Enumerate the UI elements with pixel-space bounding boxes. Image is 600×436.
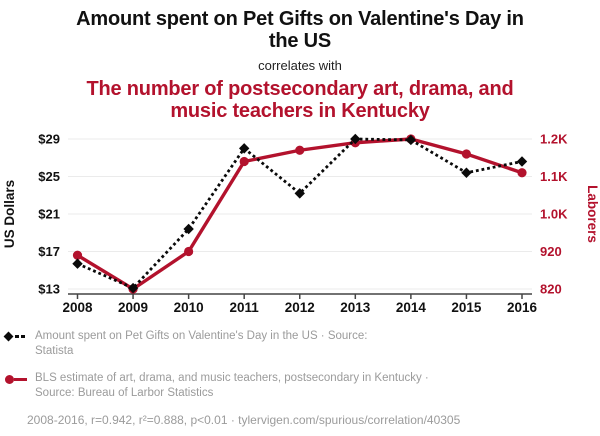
circle-marker-icon — [5, 375, 14, 384]
legend-label-teachers: BLS estimate of art, drama, and music te… — [35, 371, 429, 401]
data-point-diamond — [72, 258, 83, 269]
x-axis-label: 2016 — [507, 300, 538, 315]
data-point-diamond — [183, 223, 194, 235]
x-axis-label: 2011 — [230, 300, 260, 315]
data-point-diamond — [294, 188, 305, 199]
left-axis-tick-label: $17 — [38, 244, 60, 259]
x-axis-label: 2008 — [62, 300, 93, 315]
red-circle-solid-line-icon — [5, 375, 29, 384]
data-point-circle — [461, 149, 472, 159]
left-axis-title: US Dollars — [2, 180, 17, 248]
left-axis-tick-label: $13 — [38, 282, 60, 297]
dash-icon — [14, 335, 19, 338]
right-axis-tick-label: 920 — [540, 244, 562, 259]
dual-axis-line-chart: 2008 2009 2010 2011 2012 2013 2014 2015 2016 $13 $… — [2, 132, 600, 316]
diamond-marker-icon — [3, 331, 14, 342]
x-axis-label: 2010 — [174, 300, 204, 315]
data-point-circle — [239, 156, 249, 167]
data-point-circle — [517, 168, 527, 178]
x-axis-label: 2012 — [285, 300, 315, 315]
data-point-diamond — [516, 156, 528, 167]
legend-item-teachers: BLS estimate of art, drama, and music te… — [5, 371, 600, 401]
right-axis-tick-label: 1.2K — [540, 132, 568, 147]
line-segment-icon — [14, 377, 27, 382]
x-axis-label: 2009 — [118, 300, 148, 315]
correlates-with-text: correlates with — [258, 58, 342, 73]
subtitle: The number of postsecondary art, drama, … — [86, 78, 514, 122]
x-axis-label: 2014 — [396, 300, 427, 315]
data-point-diamond — [238, 143, 250, 154]
left-axis-tick-label: $29 — [38, 132, 60, 147]
legend-label-pet-gifts: Amount spent on Pet Gifts on Valentine's… — [35, 329, 367, 359]
x-axis-label: 2015 — [451, 300, 482, 315]
right-axis-title: Laborers — [585, 185, 600, 243]
right-axis-tick-label: 1.1K — [540, 169, 568, 184]
data-point-circle — [295, 145, 305, 155]
legend-label-line1: Amount spent on Pet Gifts on Valentine's… — [35, 330, 368, 342]
legend-label-line2: Statista — [35, 345, 74, 357]
left-axis-tick-label: $21 — [38, 207, 60, 222]
legend-item-pet-gifts: Amount spent on Pet Gifts on Valentine's… — [3, 329, 600, 359]
right-axis-tick-label: 1.0K — [540, 207, 568, 222]
legend-label-line2: Source: Bureau of Larbor Statistics — [35, 387, 214, 399]
data-point-circle — [184, 246, 194, 257]
x-axis-label: 2013 — [340, 300, 371, 315]
dash-icon — [21, 335, 25, 338]
black-diamond-dashed-line-icon — [3, 331, 29, 342]
right-axis-tick-label: 820 — [540, 282, 562, 297]
legend-label-line1: BLS estimate of art, drama, and music te… — [35, 372, 429, 384]
series-line-diamond — [76, 137, 523, 290]
stats-footnote: 2008-2016, r=0.942, r²=0.888, p<0.01 · t… — [27, 413, 461, 427]
page-title: Amount spent on Pet Gifts on Valentine's… — [76, 8, 524, 52]
legend: Amount spent on Pet Gifts on Valentine's… — [0, 329, 600, 427]
data-point-circle — [72, 250, 83, 260]
data-point-diamond — [127, 282, 139, 294]
header: Amount spent on Pet Gifts on Valentine's… — [0, 0, 600, 122]
left-axis-tick-label: $25 — [38, 169, 60, 184]
